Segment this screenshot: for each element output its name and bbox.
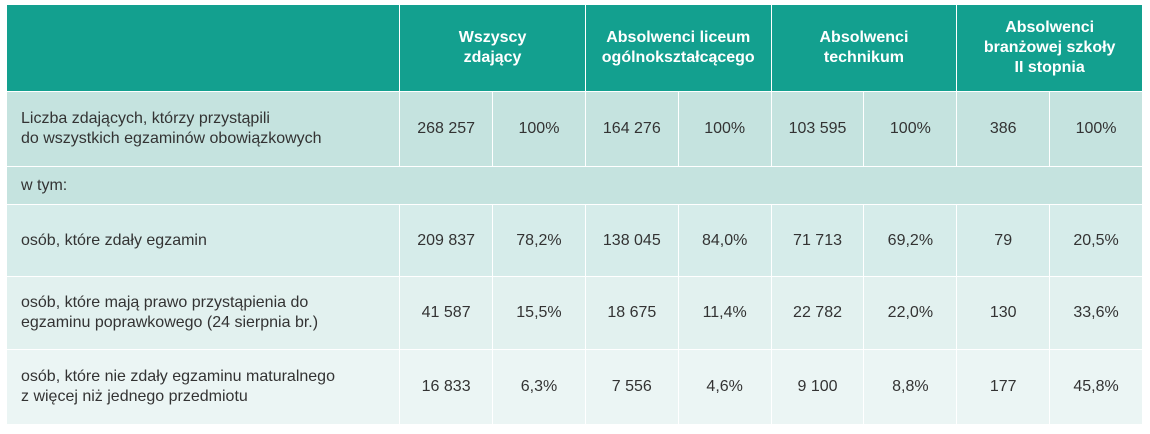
header-cell: Absolwenci branżowej szkoły II stopnia bbox=[957, 5, 1143, 92]
header-row: Wszyscy zdający Absolwenci liceum ogólnoksz… bbox=[7, 5, 1143, 92]
table-body: Liczba zdających, którzy przystąpili do w… bbox=[7, 92, 1143, 425]
text-line: Absolwenci bbox=[1005, 19, 1095, 36]
header-empty bbox=[7, 5, 401, 92]
text-line: zdający bbox=[463, 49, 522, 66]
value-cell: 78,2% bbox=[493, 205, 586, 277]
value-cell: 22,0% bbox=[864, 277, 958, 350]
row-label: w tym: bbox=[7, 167, 1143, 205]
text-line: z więcej niż jednego przedmiotu bbox=[21, 388, 248, 405]
table-row: osób, które mają prawo przystąpienia do e… bbox=[7, 277, 1143, 350]
value-cell: 84,0% bbox=[678, 205, 772, 277]
value-cell: 100% bbox=[864, 92, 958, 167]
value-cell: 79 bbox=[957, 205, 1051, 277]
value-cell: 209 837 bbox=[400, 205, 494, 277]
text-line: osób, które nie zdały egzaminu maturalne… bbox=[21, 368, 335, 385]
value-cell: 100% bbox=[493, 92, 586, 167]
value-cell: 41 587 bbox=[400, 277, 494, 350]
header-cell: Wszyscy zdający bbox=[400, 5, 586, 92]
value-cell: 18 675 bbox=[585, 277, 679, 350]
value-cell: 164 276 bbox=[585, 92, 679, 167]
value-cell: 100% bbox=[678, 92, 772, 167]
text-line: osób, które mają prawo przystąpienia do bbox=[21, 294, 309, 311]
value-cell: 268 257 bbox=[400, 92, 494, 167]
text-line: II stopnia bbox=[1014, 59, 1085, 76]
row-label: osób, które nie zdały egzaminu maturalne… bbox=[7, 350, 401, 425]
row-label: Liczba zdających, którzy przystąpili do w… bbox=[7, 92, 401, 167]
value-cell: 8,8% bbox=[864, 350, 958, 425]
value-cell: 138 045 bbox=[585, 205, 679, 277]
text-line: osób, które zdały egzamin bbox=[21, 231, 207, 249]
text-line: Absolwenci liceum bbox=[606, 29, 751, 46]
value-cell: 20,5% bbox=[1050, 205, 1143, 277]
text-line: Wszyscy bbox=[458, 29, 527, 46]
text-line: do wszystkich egzaminów obowiązkowych bbox=[21, 130, 322, 147]
text-line: branżowej szkoły bbox=[983, 39, 1116, 56]
header-cell: Absolwenci liceum ogólnokształcącego bbox=[585, 5, 772, 92]
header-cell: Absolwenci technikum bbox=[771, 5, 958, 92]
value-cell: 100% bbox=[1050, 92, 1143, 167]
value-cell: 386 bbox=[957, 92, 1051, 167]
value-cell: 33,6% bbox=[1050, 277, 1143, 350]
value-cell: 15,5% bbox=[493, 277, 586, 350]
row-label: osób, które zdały egzamin bbox=[7, 205, 401, 277]
value-cell: 71 713 bbox=[771, 205, 865, 277]
value-cell: 11,4% bbox=[678, 277, 772, 350]
value-cell: 45,8% bbox=[1050, 350, 1143, 425]
value-cell: 177 bbox=[957, 350, 1051, 425]
value-cell: 7 556 bbox=[585, 350, 679, 425]
table-row: w tym: bbox=[7, 167, 1143, 205]
value-cell: 130 bbox=[957, 277, 1051, 350]
row-label: osób, które mają prawo przystąpienia do e… bbox=[7, 277, 401, 350]
value-cell: 16 833 bbox=[400, 350, 494, 425]
value-cell: 103 595 bbox=[771, 92, 865, 167]
text-line: Liczba zdających, którzy przystąpili bbox=[21, 110, 270, 127]
value-cell: 4,6% bbox=[678, 350, 772, 425]
value-cell: 69,2% bbox=[864, 205, 958, 277]
text-line: technikum bbox=[823, 49, 904, 66]
value-cell: 22 782 bbox=[771, 277, 865, 350]
text-line: w tym: bbox=[21, 176, 68, 194]
text-line: Absolwenci bbox=[819, 29, 909, 46]
text-line: ogólnokształcącego bbox=[601, 49, 755, 66]
text-line: egzaminu poprawkowego (24 sierpnia br.) bbox=[21, 314, 319, 331]
table-row: osób, które zdały egzamin 209 837 78,2% 138… bbox=[7, 205, 1143, 277]
value-cell: 6,3% bbox=[493, 350, 586, 425]
value-cell: 9 100 bbox=[771, 350, 865, 425]
results-table: Wszyscy zdający Absolwenci liceum ogólnoksz… bbox=[7, 5, 1143, 425]
table-row: osób, które nie zdały egzaminu maturalne… bbox=[7, 350, 1143, 425]
table-row: Liczba zdających, którzy przystąpili do w… bbox=[7, 92, 1143, 167]
